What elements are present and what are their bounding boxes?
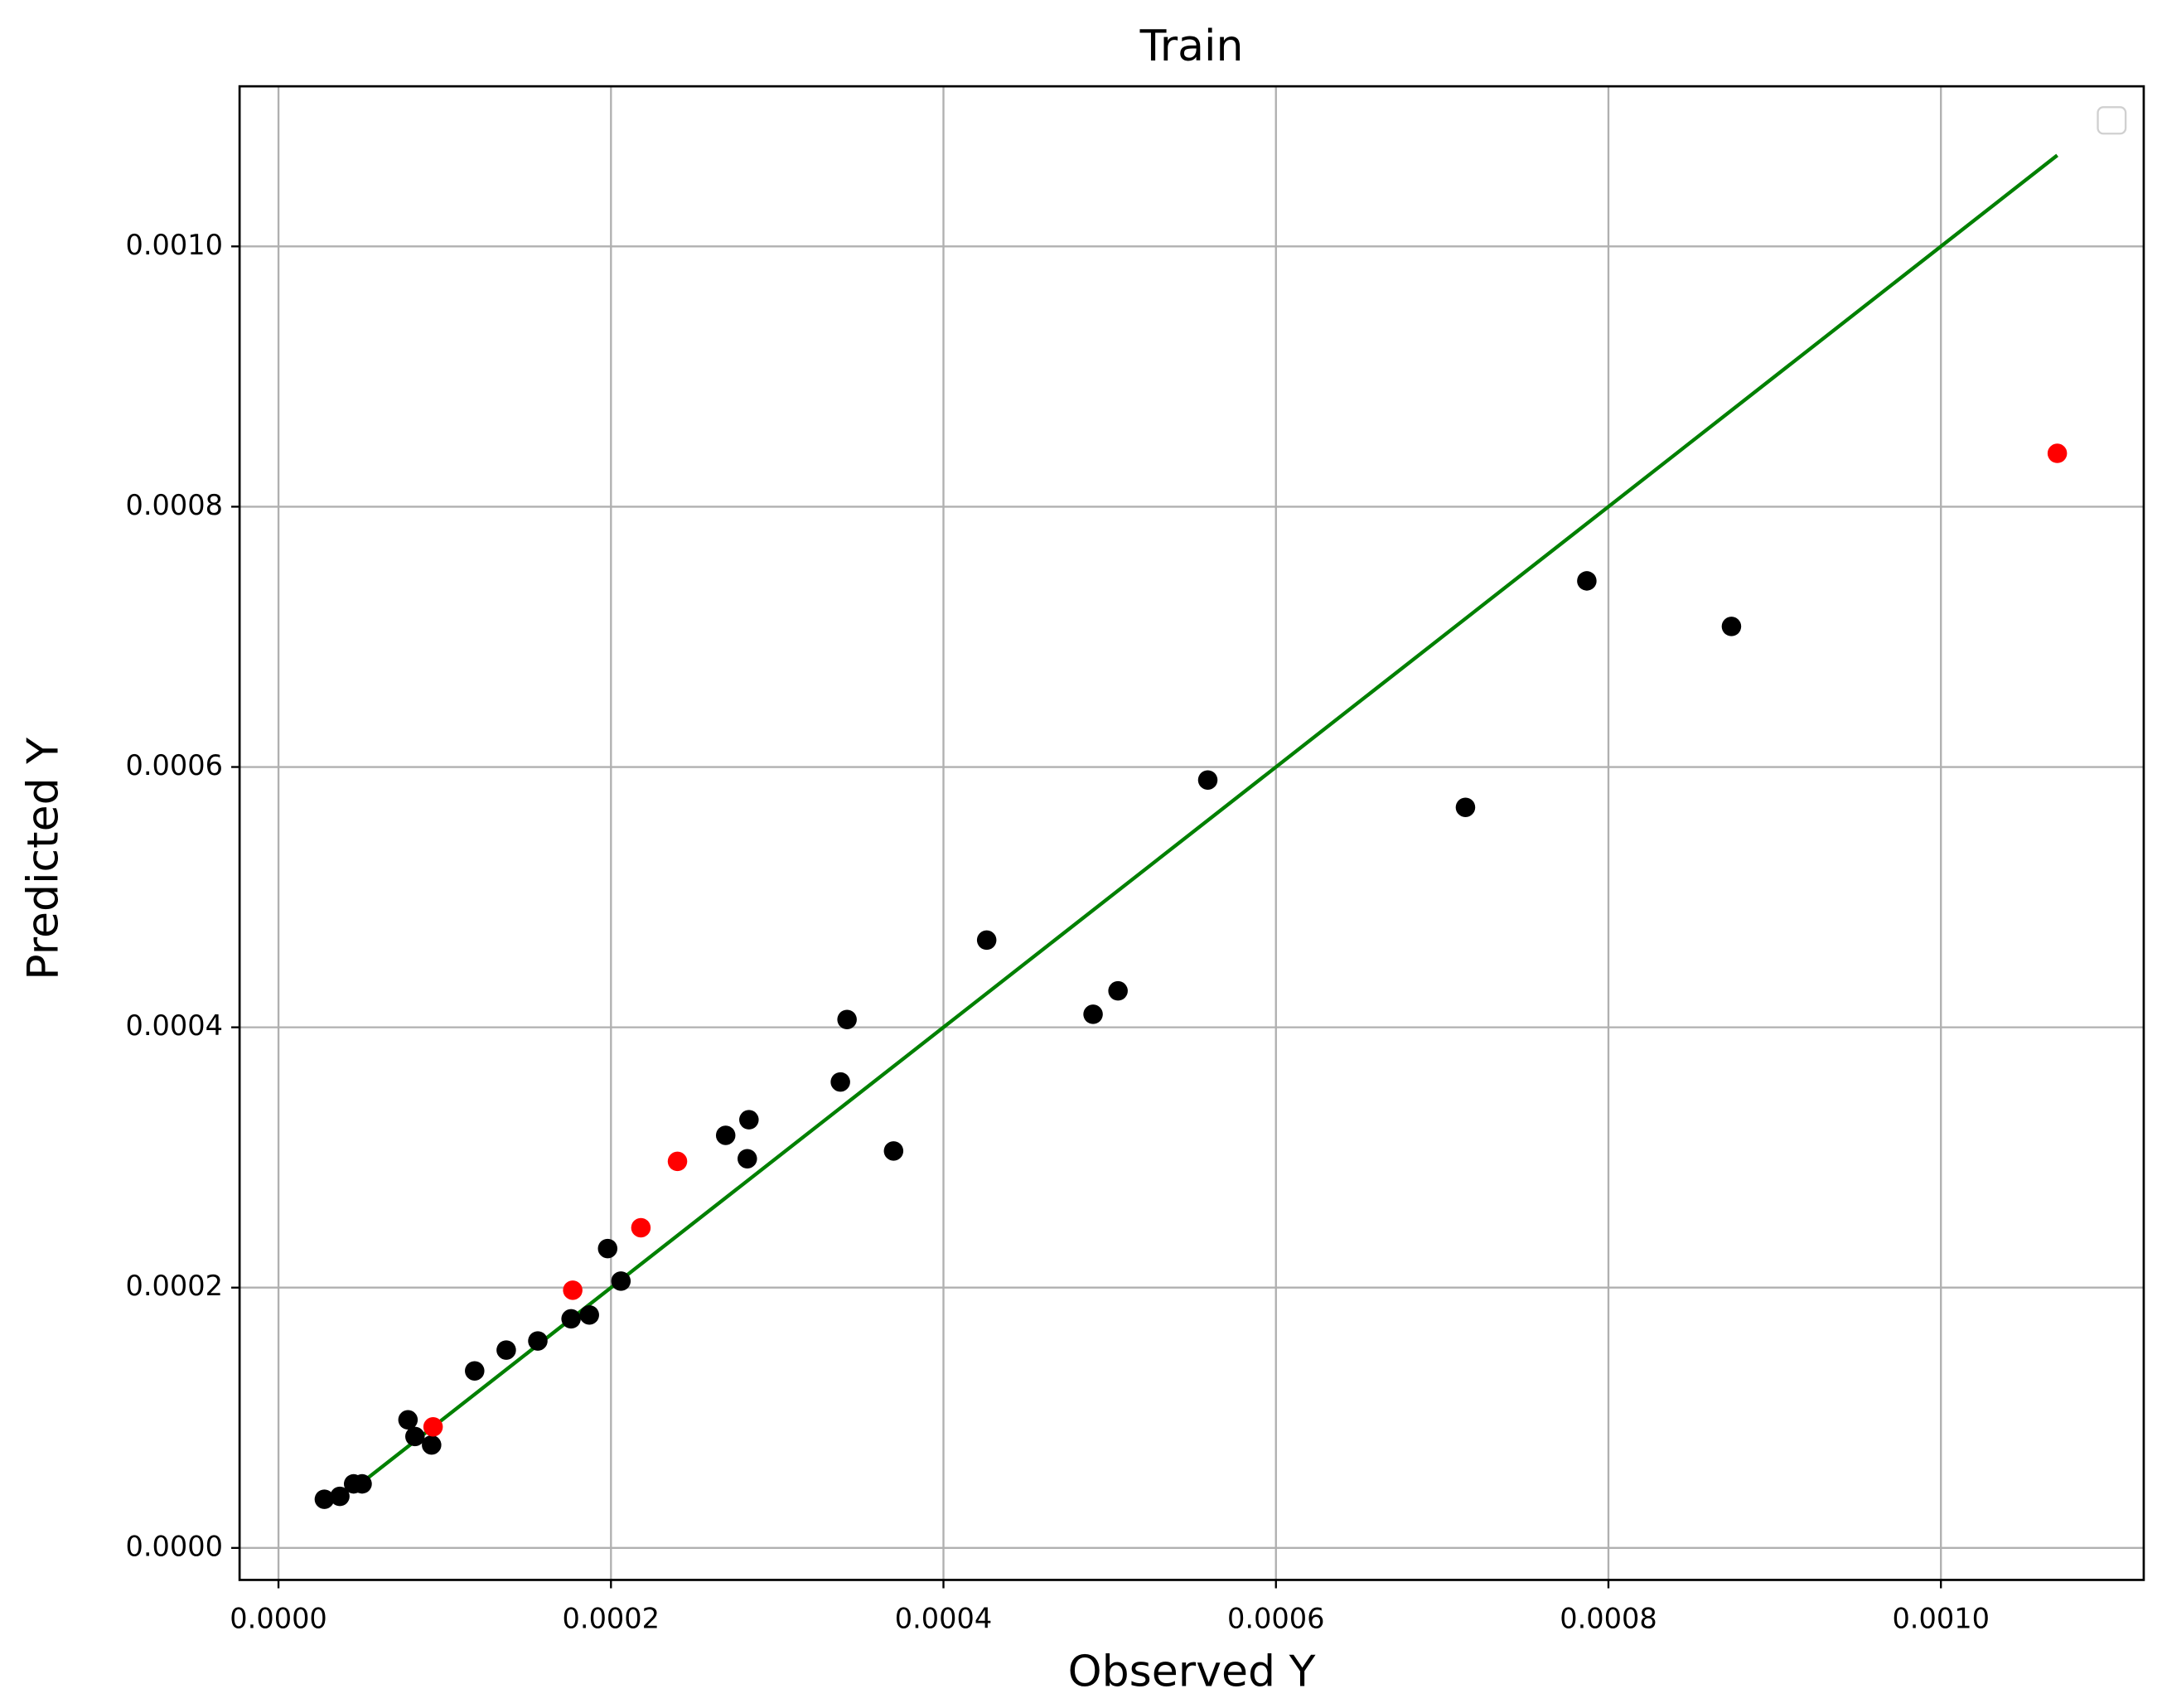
x-tick-label: 0.0006 xyxy=(1227,1603,1325,1635)
scatter-point xyxy=(830,1072,850,1092)
scatter-point xyxy=(422,1435,442,1455)
scatter-point xyxy=(561,1309,581,1329)
y-tick-label: 0.0006 xyxy=(125,749,222,781)
scatter-point xyxy=(2047,443,2068,463)
scatter-point xyxy=(579,1304,599,1325)
x-tick-label: 0.0008 xyxy=(1560,1603,1657,1635)
x-tick-label: 0.0004 xyxy=(895,1603,993,1635)
x-tick-label: 0.0002 xyxy=(563,1603,660,1635)
fit-line xyxy=(353,153,2058,1490)
scatter-point xyxy=(314,1489,335,1509)
scatter-point xyxy=(496,1340,516,1360)
scatter-point xyxy=(330,1486,350,1507)
scatter-point xyxy=(1721,617,1742,636)
scatter-point xyxy=(667,1151,688,1172)
scatter-point xyxy=(563,1280,583,1300)
scatter-point xyxy=(398,1410,418,1430)
legend-box xyxy=(2097,106,2127,135)
scatter-point xyxy=(423,1417,443,1437)
scatter-point xyxy=(405,1426,425,1447)
y-tick-label: 0.0000 xyxy=(125,1530,222,1562)
y-tick-label: 0.0004 xyxy=(125,1009,222,1042)
scatter-point xyxy=(611,1271,631,1291)
scatter-point xyxy=(465,1361,485,1381)
scatter-point xyxy=(1455,797,1476,817)
y-tick-label: 0.0008 xyxy=(125,489,222,521)
scatter-point xyxy=(837,1009,857,1029)
y-axis-label: Predicted Y xyxy=(19,738,69,980)
scatter-point xyxy=(883,1141,904,1161)
x-tick-label: 0.0010 xyxy=(1892,1603,1990,1635)
scatter-point xyxy=(976,930,997,951)
scatter-point xyxy=(352,1473,372,1494)
scatter-point xyxy=(631,1217,651,1238)
scatter-point xyxy=(1577,571,1597,591)
scatter-point xyxy=(739,1110,759,1130)
scatter-point xyxy=(528,1331,548,1351)
scatter-point xyxy=(1197,770,1218,790)
scatter-point xyxy=(715,1125,736,1145)
y-tick-label: 0.0010 xyxy=(125,229,222,261)
axes-frame xyxy=(238,85,2145,1581)
y-tick-label: 0.0002 xyxy=(125,1270,222,1302)
chart-title: Train xyxy=(1139,22,1244,71)
scatter-point xyxy=(1108,980,1128,1001)
scatter-point xyxy=(738,1149,757,1169)
x-axis-label: Observed Y xyxy=(1068,1648,1316,1697)
scatter-point xyxy=(1083,1004,1103,1024)
scatter-point xyxy=(597,1238,618,1259)
x-tick-label: 0.0000 xyxy=(230,1603,327,1635)
